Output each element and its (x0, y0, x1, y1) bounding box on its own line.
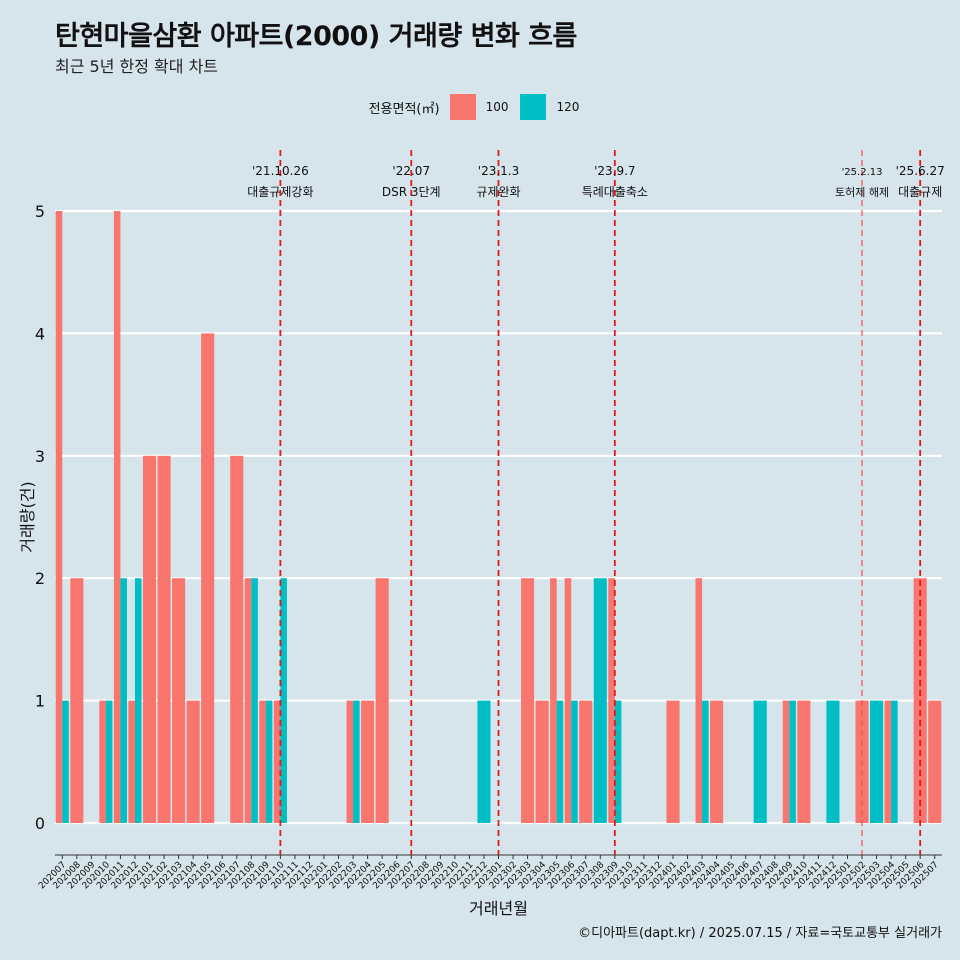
bar-202409-120 (789, 700, 796, 823)
bar-202012-120 (134, 578, 142, 823)
bar-202104-100 (186, 700, 200, 823)
bar-202409-100 (782, 700, 790, 823)
bar-202008-100 (70, 578, 84, 823)
legend-key-120 (520, 94, 547, 120)
chart-subtitle: 최근 5년 한정 확대 차트 (55, 57, 219, 76)
event-date-202110: '21.10.26 (252, 164, 309, 178)
legend-label-120: 120 (556, 100, 580, 114)
legend: 전용면적(㎡) 100 120 (0, 94, 960, 120)
y-tick-label: 4 (35, 324, 45, 343)
bar-202504-100 (884, 700, 892, 823)
legend-key-100 (449, 94, 476, 120)
bar-202305-100 (550, 578, 557, 823)
bar-202309-120 (614, 700, 622, 823)
bar-202304-100 (535, 700, 549, 823)
bar-202404-100 (710, 700, 724, 823)
bar-202412-120 (826, 700, 840, 823)
event-label-202207: DSR 3단계 (382, 185, 441, 199)
bar-202203-100 (346, 700, 354, 823)
bar-202403-100 (695, 578, 703, 823)
event-label-202502: 토허제 해제 (835, 185, 889, 199)
y-tick-label: 2 (35, 569, 45, 588)
y-tick-label: 3 (35, 447, 45, 466)
event-label-202506: 대출규제 (898, 185, 942, 199)
y-tick-label: 5 (35, 202, 45, 221)
bar-202110-120 (280, 578, 287, 823)
bar-202204-100 (361, 700, 375, 823)
bar-202305-120 (556, 700, 564, 823)
bar-202010-120 (105, 700, 113, 823)
bar-202309-100 (608, 578, 615, 823)
bar-202007-120 (62, 700, 69, 823)
bar-202110-100 (273, 700, 281, 823)
event-label-202309: 특례대출축소 (582, 185, 648, 199)
bar-202011-100 (113, 211, 121, 823)
event-date-202301: '23.1.3 (478, 164, 519, 178)
event-date-202506: '25.6.27 (896, 164, 945, 178)
event-date-202207: '22.07 (392, 164, 430, 178)
chart-title: 탄현마을삼환 아파트(2000) 거래량 변화 흐름 (55, 21, 577, 52)
bar-202101-100 (142, 455, 157, 823)
legend-title: 전용면적(㎡) (368, 101, 440, 117)
bar-202212-120 (477, 700, 491, 823)
event-date-202309: '23.9.7 (594, 164, 635, 178)
x-axis-title: 거래년월 (469, 899, 528, 918)
bar-202007-100 (55, 211, 63, 823)
bar-202203-120 (353, 700, 360, 823)
bar-202306-100 (564, 578, 572, 823)
y-tick-label: 0 (35, 814, 45, 833)
bar-202306-120 (571, 700, 578, 823)
bar-202205-100 (375, 578, 389, 823)
y-tick-label: 1 (35, 692, 45, 711)
bar-202303-100 (521, 578, 535, 823)
y-axis-title: 거래량(건) (18, 481, 37, 552)
caption: ©디아파트(dapt.kr) / 2025.07.15 / 자료=국토교통부 실… (578, 926, 942, 941)
event-label-202301: 규제완화 (476, 185, 520, 199)
bar-202108-120 (251, 578, 258, 823)
bar-202108-100 (244, 578, 252, 823)
bar-202012-100 (128, 700, 135, 823)
bar-202401-100 (666, 700, 680, 823)
bar-202102-100 (157, 455, 171, 823)
bar-202011-120 (120, 578, 127, 823)
bar-202103-100 (172, 578, 186, 823)
bar-202503-120 (870, 700, 884, 823)
event-label-202110: 대출규제강화 (247, 185, 313, 199)
bar-202010-100 (99, 700, 106, 823)
bar-202105-100 (201, 333, 215, 823)
bar-202403-120 (702, 700, 709, 823)
bar-202407-120 (753, 700, 767, 823)
bar-202109-120 (265, 700, 273, 823)
bar-202504-120 (891, 700, 898, 823)
legend-label-100: 100 (485, 100, 509, 114)
bar-202109-100 (259, 700, 266, 823)
event-date-202502: '25.2.13 (842, 167, 883, 178)
bar-202308-120 (593, 578, 607, 823)
bar-202410-100 (797, 700, 811, 823)
bar-202107-100 (230, 455, 244, 823)
bar-202307-100 (579, 700, 593, 823)
bar-202507-100 (928, 700, 942, 823)
